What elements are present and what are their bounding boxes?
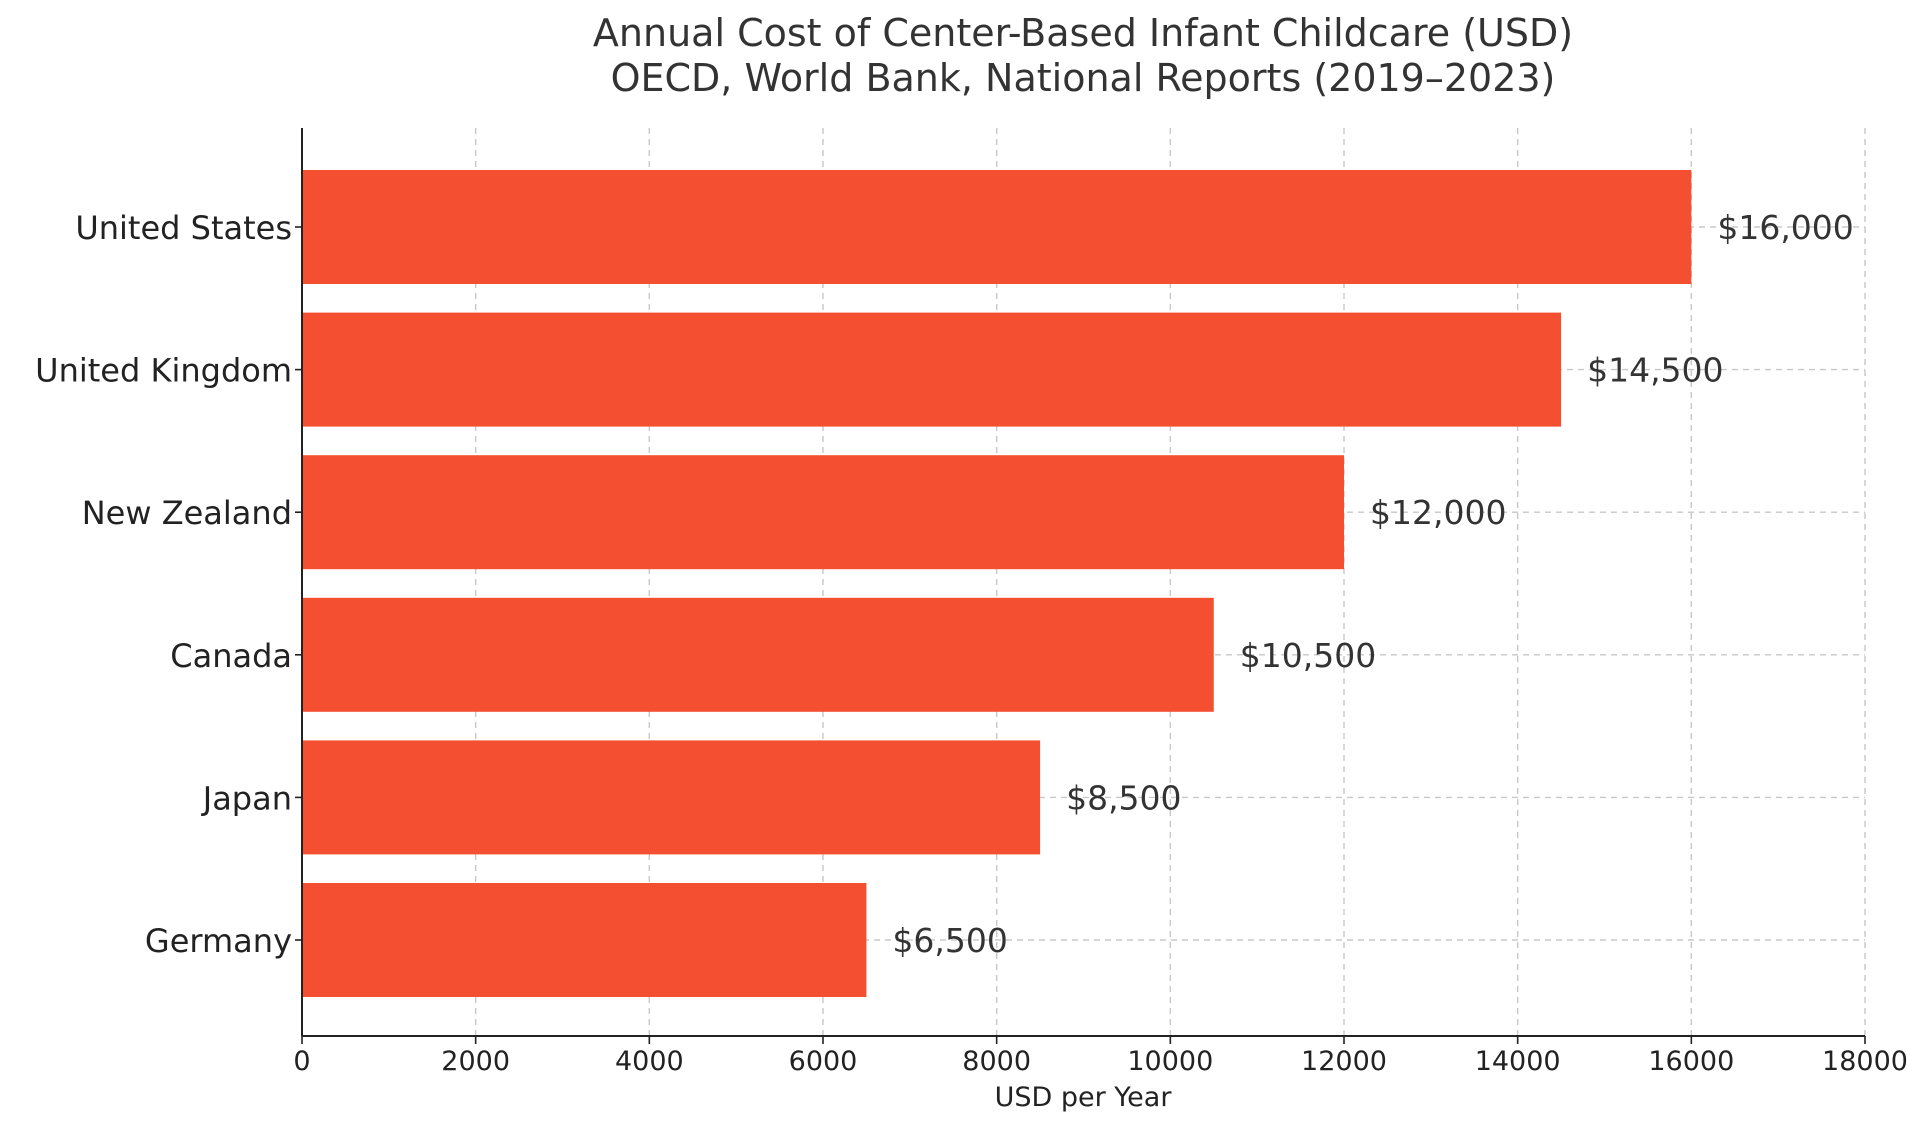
data-label-1: $14,500: [1587, 351, 1723, 390]
data-label-5: $6,500: [892, 921, 1007, 960]
bar-5: [302, 883, 867, 997]
data-label-0: $16,000: [1717, 208, 1853, 247]
category-label-2: New Zealand: [82, 494, 292, 532]
data-label-2: $12,000: [1370, 493, 1506, 532]
category-label-1: United Kingdom: [35, 352, 292, 390]
axis-layer: [295, 128, 1866, 1044]
data-label-4: $8,500: [1066, 778, 1181, 817]
x-tick-label-5: 10000: [1127, 1046, 1213, 1077]
x-tick-label-0: 0: [293, 1046, 310, 1077]
category-label-0: United States: [75, 209, 292, 247]
bar-2: [302, 455, 1344, 570]
bar-0: [302, 170, 1692, 284]
label-layer: $16,000 United States $14,500 United Kingdo…: [35, 208, 1908, 1077]
category-label-5: Germany: [145, 922, 292, 960]
bar-1: [302, 312, 1562, 427]
x-axis-label: USD per Year: [995, 1082, 1173, 1113]
bar-layer: [302, 170, 1692, 997]
category-label-4: Japan: [201, 779, 292, 817]
category-label-3: Canada: [170, 637, 292, 675]
x-tick-label-3: 6000: [789, 1046, 858, 1077]
x-tick-label-6: 12000: [1301, 1046, 1387, 1077]
x-tick-label-1: 2000: [441, 1046, 510, 1077]
x-tick-label-2: 4000: [615, 1046, 684, 1077]
data-label-3: $10,500: [1240, 636, 1376, 675]
chart-title: Annual Cost of Center-Based Infant Child…: [593, 11, 1573, 55]
bar-4: [302, 740, 1041, 855]
bar-3: [302, 597, 1214, 712]
x-tick-label-8: 16000: [1648, 1046, 1734, 1077]
x-tick-label-9: 18000: [1822, 1046, 1908, 1077]
chart-subtitle: OECD, World Bank, National Reports (2019…: [611, 56, 1556, 100]
x-tick-label-7: 14000: [1475, 1046, 1561, 1077]
x-tick-label-4: 8000: [962, 1046, 1031, 1077]
